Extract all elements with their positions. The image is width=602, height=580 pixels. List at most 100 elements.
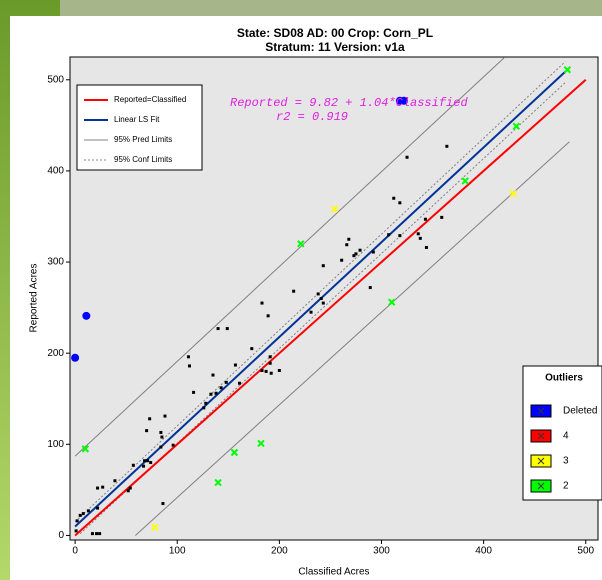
point xyxy=(264,369,268,373)
legend-label: 95% Conf Limits xyxy=(114,155,172,164)
point xyxy=(219,386,223,390)
point xyxy=(214,391,218,395)
point xyxy=(142,464,146,468)
point xyxy=(81,512,85,516)
point xyxy=(292,289,296,293)
point xyxy=(230,448,239,457)
point xyxy=(98,532,102,536)
y-tick-label: 500 xyxy=(47,74,64,85)
point xyxy=(151,523,159,531)
point xyxy=(202,406,206,410)
point xyxy=(321,264,325,268)
point xyxy=(399,96,408,105)
x-tick-label: 0 xyxy=(72,546,78,557)
legend-label: 95% Pred Limits xyxy=(114,135,172,144)
point xyxy=(86,509,90,513)
point xyxy=(96,506,100,510)
chart-subtitle: Stratum: 11 Version: v1a xyxy=(265,40,405,54)
point xyxy=(387,298,396,306)
point xyxy=(159,430,163,434)
point xyxy=(81,445,90,453)
point xyxy=(445,144,449,148)
fit-line xyxy=(79,82,566,534)
point xyxy=(238,381,242,385)
fit-line xyxy=(135,141,570,536)
point xyxy=(358,248,362,252)
point xyxy=(509,189,517,198)
outlier-legend-title: Outliers xyxy=(545,373,583,384)
point xyxy=(424,245,428,249)
x-tick-label: 400 xyxy=(475,546,492,557)
x-axis-label: Classified Acres xyxy=(298,567,369,578)
point xyxy=(260,368,264,372)
point xyxy=(277,368,281,372)
legend-label: Deleted xyxy=(563,406,597,417)
y-tick-label: 200 xyxy=(47,348,64,359)
legend-x xyxy=(537,432,545,440)
point xyxy=(160,435,164,439)
point xyxy=(268,361,272,365)
point xyxy=(257,439,265,448)
fit-line xyxy=(74,79,587,537)
point xyxy=(440,215,444,219)
fit-line xyxy=(74,57,505,457)
point xyxy=(340,258,344,262)
legend-label: Linear LS Fit xyxy=(114,115,160,124)
point xyxy=(143,459,147,463)
point xyxy=(512,122,521,130)
point xyxy=(268,355,272,359)
point xyxy=(392,196,396,200)
legend-label: 4 xyxy=(563,431,569,442)
point xyxy=(418,236,422,240)
point xyxy=(563,66,572,74)
point xyxy=(368,286,372,290)
y-tick-label: 100 xyxy=(47,439,64,450)
point xyxy=(128,486,132,490)
point xyxy=(78,513,82,517)
point xyxy=(233,363,237,367)
point xyxy=(423,217,427,221)
point xyxy=(82,311,91,320)
photo-strip xyxy=(60,0,602,16)
point xyxy=(347,237,351,241)
point xyxy=(266,314,270,318)
point xyxy=(225,327,229,331)
point xyxy=(209,392,213,396)
x-tick-label: 200 xyxy=(271,546,288,557)
point xyxy=(387,233,391,237)
point xyxy=(345,243,349,247)
chart-title: State: SD08 AD: 00 Crop: Corn_PL xyxy=(237,26,433,40)
point xyxy=(113,479,117,483)
point xyxy=(330,205,339,213)
point xyxy=(171,443,175,447)
point xyxy=(75,519,79,523)
point xyxy=(316,292,320,296)
point xyxy=(95,532,99,536)
point xyxy=(398,201,402,205)
point xyxy=(352,254,356,258)
legend-label: 2 xyxy=(563,481,569,492)
point xyxy=(224,380,228,384)
x-tick-label: 500 xyxy=(577,546,594,557)
point xyxy=(186,355,190,359)
fit-line xyxy=(74,61,566,523)
legend-x xyxy=(537,407,545,415)
point xyxy=(260,301,264,305)
legend-label: 3 xyxy=(563,456,569,467)
point xyxy=(416,232,420,236)
y-tick-label: 400 xyxy=(47,166,64,177)
point xyxy=(297,240,305,248)
point xyxy=(126,489,130,493)
point xyxy=(163,414,167,418)
point xyxy=(187,364,191,368)
legend-label: Reported=Classified xyxy=(114,95,186,104)
point xyxy=(461,177,469,185)
x-tick-label: 300 xyxy=(373,546,390,557)
point xyxy=(269,371,273,375)
point xyxy=(321,301,325,305)
point xyxy=(148,417,152,421)
annotation: r2 = 0.919 xyxy=(276,110,348,124)
point xyxy=(71,353,80,362)
point xyxy=(405,155,409,159)
